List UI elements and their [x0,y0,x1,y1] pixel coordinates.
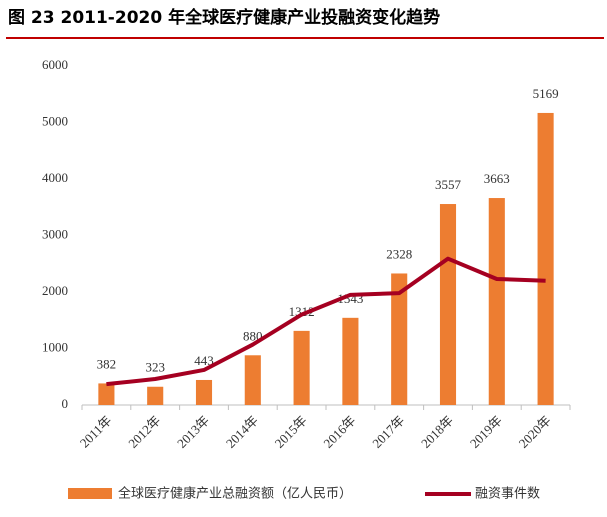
bar [439,204,457,405]
y-tick-label: 5000 [42,113,68,128]
x-tick-label: 2011年 [77,413,115,451]
value-label: 3663 [484,171,510,186]
bar [342,317,359,405]
bar [488,198,505,405]
value-label: 382 [97,356,117,371]
y-tick-label: 2000 [42,283,68,298]
bar [293,330,310,405]
y-tick-label: 6000 [42,57,68,72]
value-label: 2328 [386,246,412,261]
bar [147,386,164,405]
value-label: 3557 [435,177,462,192]
x-tick-label: 2014年 [223,413,261,451]
x-tick-label: 2013年 [174,413,212,451]
x-tick-label: 2017年 [369,413,407,451]
value-label: 1312 [289,304,315,319]
bar [244,355,261,405]
line [106,256,546,387]
x-tick-label: 2018年 [418,413,456,451]
legend-swatch [68,488,112,499]
legend-label: 全球医疗健康产业总融资额（亿人民币） [118,486,352,502]
bar [195,379,213,405]
bar [98,383,115,405]
x-tick-label: 2012年 [125,413,163,451]
y-tick-label: 0 [62,396,69,411]
chart-title: 图 23 2011-2020 年全球医疗健康产业投融资变化趋势 [8,7,440,28]
x-tick-label: 2016年 [320,413,358,451]
x-tick-label: 2015年 [272,413,310,451]
y-tick-label: 4000 [42,170,68,185]
x-tick-label: 2020年 [516,413,554,451]
x-tick-label: 2019年 [467,413,505,451]
value-label: 443 [194,353,214,368]
y-tick-label: 1000 [42,339,68,354]
bar [391,273,408,405]
bar [537,112,554,405]
value-label: 5169 [533,86,559,101]
value-label: 323 [145,360,165,375]
legend-label: 融资事件数 [475,487,540,502]
y-tick-label: 3000 [42,226,68,241]
